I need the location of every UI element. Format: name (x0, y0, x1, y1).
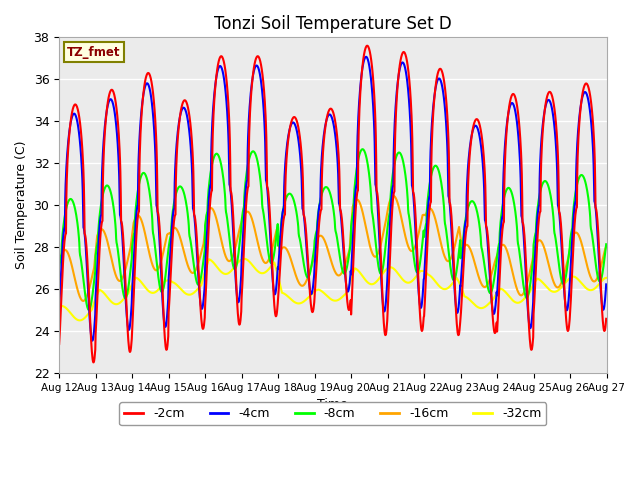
Text: TZ_fmet: TZ_fmet (67, 46, 121, 59)
X-axis label: Time: Time (317, 398, 348, 411)
Legend: -2cm, -4cm, -8cm, -16cm, -32cm: -2cm, -4cm, -8cm, -16cm, -32cm (119, 402, 547, 425)
Title: Tonzi Soil Temperature Set D: Tonzi Soil Temperature Set D (214, 15, 452, 33)
Y-axis label: Soil Temperature (C): Soil Temperature (C) (15, 141, 28, 269)
